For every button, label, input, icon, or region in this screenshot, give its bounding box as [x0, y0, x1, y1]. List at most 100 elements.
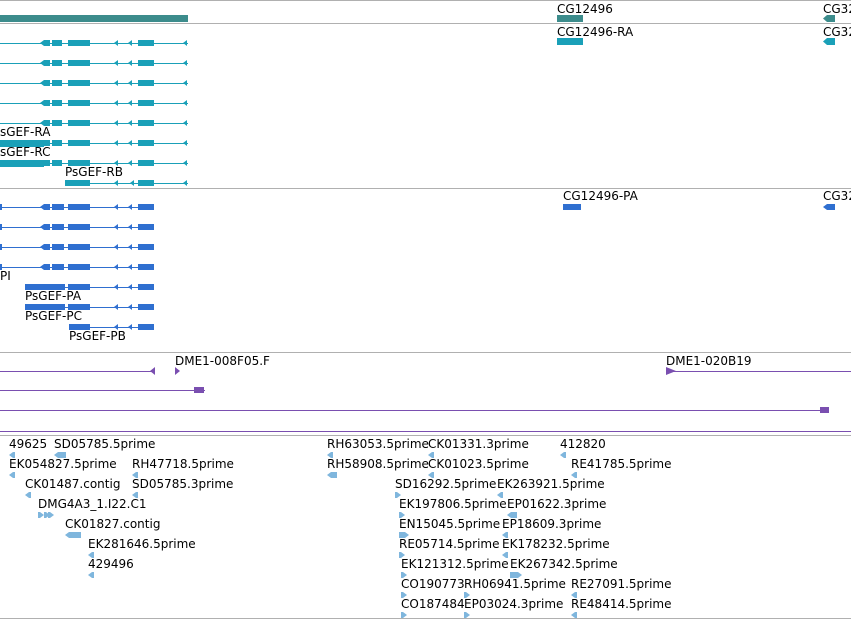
protein-label-cg32-partial[interactable]: CG32: [823, 189, 851, 203]
est-label[interactable]: CK01827.contig: [65, 517, 161, 531]
protein-exon: [52, 244, 64, 250]
est-label[interactable]: EN15045.5prime: [399, 517, 501, 531]
transcript-label-cg12496-ra[interactable]: CG12496-RA: [557, 25, 634, 39]
est-label[interactable]: RE41785.5prime: [571, 457, 672, 471]
transcript-label-cg32-partial[interactable]: CG32: [823, 25, 851, 39]
protein-exon-cg32: [823, 204, 827, 210]
transcript-exon: [68, 80, 90, 86]
transcript-exon: [52, 80, 62, 86]
est-label[interactable]: CK01023.5prime: [428, 457, 529, 471]
est-glyph: [428, 472, 432, 478]
est-glyph: [497, 492, 501, 498]
track-divider-est: [0, 435, 851, 436]
est-label[interactable]: RH63053.5prime: [327, 437, 429, 451]
protein-exon-cg32: [827, 204, 835, 210]
transcript-exon: [52, 100, 62, 106]
transcript-exon: [68, 120, 90, 126]
clone-label-dme1-008f05-f[interactable]: DME1-008F05.F: [175, 354, 270, 368]
transcript-strand-arrow: [130, 180, 134, 186]
est-glyph: [9, 452, 13, 458]
est-label[interactable]: RE05714.5prime: [399, 537, 500, 551]
transcript-exon: [0, 140, 44, 147]
gene-label-cg12496[interactable]: CG12496: [557, 2, 613, 16]
protein-exon: [68, 204, 90, 210]
transcript-exon: [0, 160, 44, 167]
protein-exon: [52, 204, 64, 210]
est-glyph: [29, 492, 31, 498]
transcript-exon-cg12496-ra: [557, 38, 583, 45]
est-label[interactable]: RH47718.5prime: [132, 457, 234, 471]
protein-strand-arrow: [40, 264, 44, 270]
est-label[interactable]: 412820: [560, 437, 606, 451]
est-label[interactable]: EK267342.5prime: [510, 557, 618, 571]
protein-strand-arrow: [128, 264, 132, 270]
est-glyph: [132, 492, 136, 498]
est-label[interactable]: RE27091.5prime: [571, 577, 672, 591]
clone-end-marker: [150, 367, 155, 375]
transcript-strand-arrow: [40, 60, 44, 66]
est-label[interactable]: EP18609.3prime: [502, 517, 602, 531]
clone-end-marker: [175, 367, 180, 375]
transcript-label-psgef-rb[interactable]: PsGEF-RB: [65, 165, 123, 179]
protein-exon: [68, 264, 90, 270]
protein-label-psgef-pb[interactable]: PsGEF-PB: [69, 329, 126, 343]
transcript-strand-arrow: [40, 80, 44, 86]
protein-label-cg12496-pa[interactable]: CG12496-PA: [563, 189, 638, 203]
est-glyph: [9, 472, 13, 478]
est-label[interactable]: SD05785.5prime: [54, 437, 156, 451]
transcript-exon: [138, 80, 154, 86]
est-label[interactable]: EK178232.5prime: [502, 537, 610, 551]
transcript-exon: [44, 160, 50, 166]
transcript-strand-arrow: [183, 60, 187, 66]
protein-label-psgef-pc[interactable]: PsGEF-PC: [25, 309, 83, 323]
transcript-strand-arrow: [183, 120, 187, 126]
est-label[interactable]: EK197806.5prime: [399, 497, 507, 511]
est-label[interactable]: SD05785.3prime: [132, 477, 234, 491]
est-glyph: [507, 512, 511, 518]
est-label[interactable]: EP03024.3prime: [464, 597, 564, 611]
est-label[interactable]: RE48414.5prime: [571, 597, 672, 611]
protein-label-psgef-pa[interactable]: PsGEF-PA: [25, 289, 82, 303]
est-label[interactable]: EK281646.5prime: [88, 537, 196, 551]
est-label[interactable]: RH58908.5prime: [327, 457, 429, 471]
est-glyph: [564, 452, 566, 458]
est-label[interactable]: 49625: [9, 437, 48, 451]
transcript-exon: [138, 100, 154, 106]
est-glyph: [65, 532, 69, 538]
est-label[interactable]: CK01487.contig: [25, 477, 121, 491]
protein-exon: [52, 224, 64, 230]
gene-bar-psgef: [0, 15, 188, 22]
transcript-strand-arrow: [114, 140, 118, 146]
est-glyph: [405, 532, 409, 538]
est-label[interactable]: CO190773: [401, 577, 465, 591]
est-glyph: [58, 452, 66, 458]
est-label[interactable]: EK263921.5prime: [497, 477, 605, 491]
gene-label-cg32-partial[interactable]: CG32: [823, 2, 851, 16]
est-glyph: [571, 612, 575, 618]
est-glyph: [403, 592, 407, 598]
est-label[interactable]: EP01622.3prime: [507, 497, 607, 511]
est-label[interactable]: DMG4A3_1.I22.C1: [38, 497, 147, 511]
transcript-label-psgef-rc[interactable]: sGEF-RC: [0, 145, 51, 159]
est-label[interactable]: RH06941.5prime: [464, 577, 566, 591]
est-label[interactable]: CK01331.3prime: [428, 437, 529, 451]
clone-end-block: [194, 387, 204, 393]
transcript-strand-arrow: [114, 40, 118, 46]
clone-label-dme1-020b19[interactable]: DME1-020B19: [666, 354, 752, 368]
est-glyph: [399, 532, 405, 538]
est-label[interactable]: EK121312.5prime: [401, 557, 509, 571]
protein-label-pi-partial[interactable]: PI: [0, 269, 11, 283]
est-label[interactable]: 429496: [88, 557, 134, 571]
transcript-label-psgef-ra[interactable]: sGEF-RA: [0, 125, 51, 139]
transcript-strand-arrow: [114, 120, 118, 126]
est-label[interactable]: CO187484: [401, 597, 465, 611]
transcript-exon: [44, 140, 50, 146]
est-label[interactable]: SD16292.5prime: [395, 477, 497, 491]
transcript-strand-arrow: [128, 100, 132, 106]
protein-strand-arrow: [128, 284, 132, 290]
protein-strand-arrow: [128, 244, 132, 250]
protein-exon: [69, 324, 90, 330]
transcript-strand-arrow: [183, 140, 187, 146]
est-label[interactable]: EK054827.5prime: [9, 457, 117, 471]
